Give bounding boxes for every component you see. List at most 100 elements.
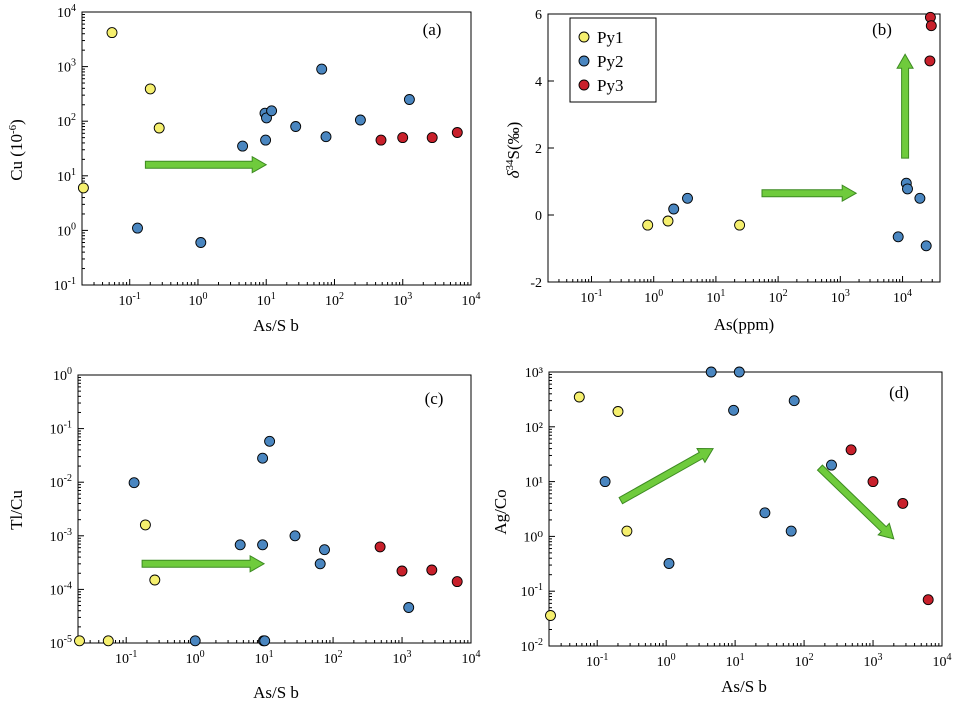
data-point-py2: [316, 63, 328, 75]
data-point-py3: [397, 132, 409, 144]
data-point-py1: [621, 525, 633, 537]
points-d: [545, 366, 934, 621]
y-tick-label: 0: [535, 209, 542, 224]
data-point-py3: [374, 541, 386, 553]
trend-arrow: [144, 155, 268, 174]
data-point-py2: [728, 404, 740, 416]
data-point-py2: [234, 539, 246, 551]
trend-arrow: [141, 554, 266, 573]
y-tick-label: 10¹: [525, 476, 543, 491]
x-tick-label: 101: [706, 288, 725, 306]
data-point-py1: [612, 406, 624, 417]
y-tick-label: 10-2: [50, 473, 72, 491]
data-point-py2: [599, 476, 611, 488]
data-point-py2: [319, 544, 330, 556]
data-point-py1: [102, 635, 114, 647]
y-tick-label: 10-5: [50, 634, 72, 652]
x-tick-label: 101: [255, 649, 274, 667]
data-point-py2: [195, 237, 207, 248]
data-point-py2: [237, 140, 249, 152]
data-point-py2: [663, 558, 675, 569]
x-tick-label: 104: [462, 291, 481, 309]
x-tick-label: 102: [325, 291, 344, 309]
x-tick-label: 104: [893, 288, 912, 306]
data-point-py2: [132, 222, 143, 234]
trend-arrow: [896, 53, 914, 159]
x-tick-label: 101: [726, 652, 745, 670]
data-point-py2: [189, 635, 201, 647]
x-tick-label: 104: [933, 652, 952, 670]
panel-a: 10-1 100 101 102 103 104 10-1 100 101 102 103 104 (…: [7, 3, 481, 335]
data-point-py1: [545, 610, 556, 621]
data-point-py2: [759, 507, 771, 519]
data-point-py3: [867, 476, 879, 488]
legend: Py1 Py2 Py3: [569, 17, 657, 103]
data-point-py2: [892, 231, 904, 243]
y-tick-label: 10-2: [521, 637, 543, 655]
points-c: [74, 435, 463, 647]
y-tick-label: 10-3: [50, 527, 72, 545]
data-point-py2: [682, 192, 693, 204]
data-point-py2: [826, 459, 837, 471]
plot-frame-d: [548, 371, 943, 647]
y-axis-label-c: Tl/Cu: [7, 490, 26, 530]
y-tick-label: 6: [535, 8, 542, 23]
panel-label-b: (b): [872, 20, 892, 39]
y-tick-label: 10²: [525, 421, 543, 436]
y-tick-label: 101: [57, 167, 76, 185]
data-point-py2: [314, 558, 326, 570]
data-point-py1: [149, 574, 161, 586]
arrows-a: [144, 155, 268, 174]
y-tick-label: 100: [57, 221, 76, 239]
legend-label-py1: Py1: [597, 28, 623, 47]
x-tick-label: 100: [644, 288, 663, 306]
data-point-py2: [733, 366, 745, 378]
y-tick-label: 10⁰: [523, 530, 543, 545]
ticks-a: 10-1 100 101 102 103 104 10-1 100 101 102 103 104: [54, 3, 481, 309]
x-tick-label: 10-1: [119, 291, 141, 309]
panel-b: 10-1 100 101 102 103 104 -2 0 2 4 6 (b) As(ppm) δ3…: [504, 8, 941, 334]
data-point-py1: [662, 215, 674, 227]
data-point-py2: [354, 114, 366, 126]
x-tick-label: 103: [393, 649, 412, 667]
points-b: [642, 11, 937, 252]
data-point-py2: [902, 183, 913, 195]
data-point-py2: [403, 94, 415, 105]
arrows-c: [141, 554, 266, 573]
data-point-py1: [106, 27, 118, 39]
data-point-py3: [922, 594, 934, 606]
plot-frame-a: [81, 11, 472, 286]
arrows-b: [761, 53, 914, 203]
legend-marker-py2: [578, 55, 590, 67]
data-point-py2: [257, 539, 269, 551]
data-point-py3: [426, 132, 438, 144]
x-tick-label: 100: [657, 652, 676, 670]
arrows-d: [618, 447, 895, 540]
panel-label-a: (a): [423, 20, 442, 39]
data-point-py2: [289, 530, 301, 542]
data-point-py2: [403, 602, 415, 613]
data-point-py3: [845, 444, 857, 456]
data-point-py3: [375, 134, 387, 146]
x-tick-label: 100: [188, 291, 207, 309]
legend-label-py2: Py2: [597, 52, 623, 71]
data-point-py1: [77, 182, 89, 194]
y-tick-label: -2: [530, 276, 542, 291]
trend-arrow: [816, 464, 895, 540]
x-tick-label: 103: [864, 652, 883, 670]
x-axis-label-c: As/S b: [253, 683, 299, 702]
x-tick-label: 102: [324, 649, 343, 667]
x-axis-label-b: As(ppm): [714, 315, 774, 334]
data-point-py2: [266, 105, 278, 117]
y-axis-label-b: δ34S(‰): [504, 122, 523, 179]
points-a: [77, 27, 463, 248]
panel-d: 10-1 100 101 102 103 10410-210-110⁰10¹10²10³ …: [491, 366, 952, 696]
data-point-py2: [320, 131, 332, 143]
data-point-py2: [705, 366, 717, 378]
ticks-d: 10-1 100 101 102 103 104 10-2 10-1 10⁰ 10¹ 10² 10³: [521, 366, 952, 670]
legend-marker-py3: [578, 79, 590, 91]
y-tick-label: 2: [535, 142, 542, 157]
data-point-py2: [920, 240, 932, 252]
data-point-py2: [264, 435, 276, 447]
